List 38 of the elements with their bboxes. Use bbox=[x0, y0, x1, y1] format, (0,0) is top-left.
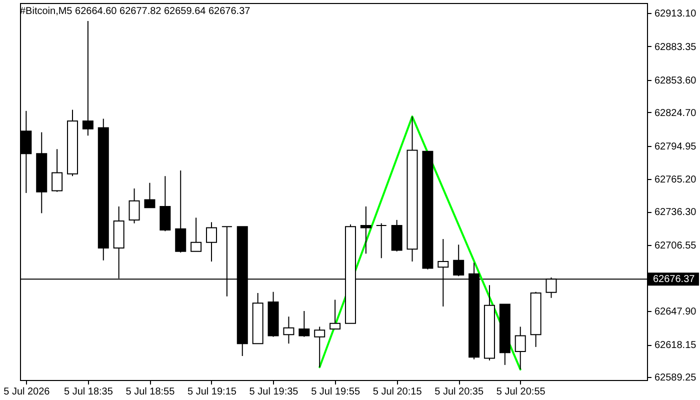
y-tick-label: 62883.35 bbox=[654, 42, 697, 53]
x-tick-label: 5 Jul 19:35 bbox=[249, 386, 299, 398]
candlestick bbox=[175, 170, 186, 254]
y-tick-label: 62853.60 bbox=[654, 75, 697, 86]
x-tick-label: 5 Jul 18:55 bbox=[126, 386, 176, 398]
candlestick bbox=[82, 20, 94, 136]
y-tick-label: 62706.55 bbox=[654, 240, 697, 252]
candlestick bbox=[190, 217, 202, 252]
chart-title: #Bitcoin,M5 62664.60 62677.82 62659.64 62676.37 bbox=[20, 6, 251, 17]
y-tick-label: 62913.10 bbox=[654, 8, 697, 20]
y-tick-label: 62794.95 bbox=[654, 141, 697, 152]
y-tick-label: 62824.70 bbox=[654, 108, 697, 119]
candlestick bbox=[514, 326, 526, 370]
candlestick bbox=[144, 182, 156, 208]
candlestick bbox=[128, 188, 140, 224]
candlestick bbox=[314, 326, 326, 368]
y-tick-label: 62647.90 bbox=[654, 306, 697, 318]
y-tick-label: 62765.20 bbox=[654, 174, 697, 186]
y-tick-label: 62618.15 bbox=[654, 340, 697, 352]
x-tick-label: 5 Jul 20:55 bbox=[496, 386, 546, 398]
y-tick-label: 62736.30 bbox=[654, 207, 697, 218]
candlestick bbox=[330, 299, 341, 330]
x-tick-label: 5 Jul 19:15 bbox=[188, 386, 237, 398]
y-tick-label: 62589.25 bbox=[654, 372, 697, 384]
ref-line-label: 62676.37 bbox=[653, 274, 696, 286]
candlestick bbox=[160, 176, 171, 232]
x-tick-label: 5 Jul 2026 bbox=[4, 386, 50, 398]
candlestick bbox=[52, 148, 63, 192]
candlestick bbox=[453, 244, 464, 277]
x-tick-label: 5 Jul 20:15 bbox=[372, 386, 422, 398]
candlestick bbox=[206, 222, 217, 262]
candlestick bbox=[283, 316, 294, 344]
candlestick bbox=[376, 222, 387, 259]
candlestick bbox=[360, 206, 372, 254]
x-tick-label: 5 Jul 20:35 bbox=[434, 386, 484, 398]
candlestick bbox=[298, 310, 310, 338]
x-tick-label: 5 Jul 19:55 bbox=[311, 386, 360, 398]
x-tick-label: 5 Jul 18:35 bbox=[64, 386, 114, 398]
